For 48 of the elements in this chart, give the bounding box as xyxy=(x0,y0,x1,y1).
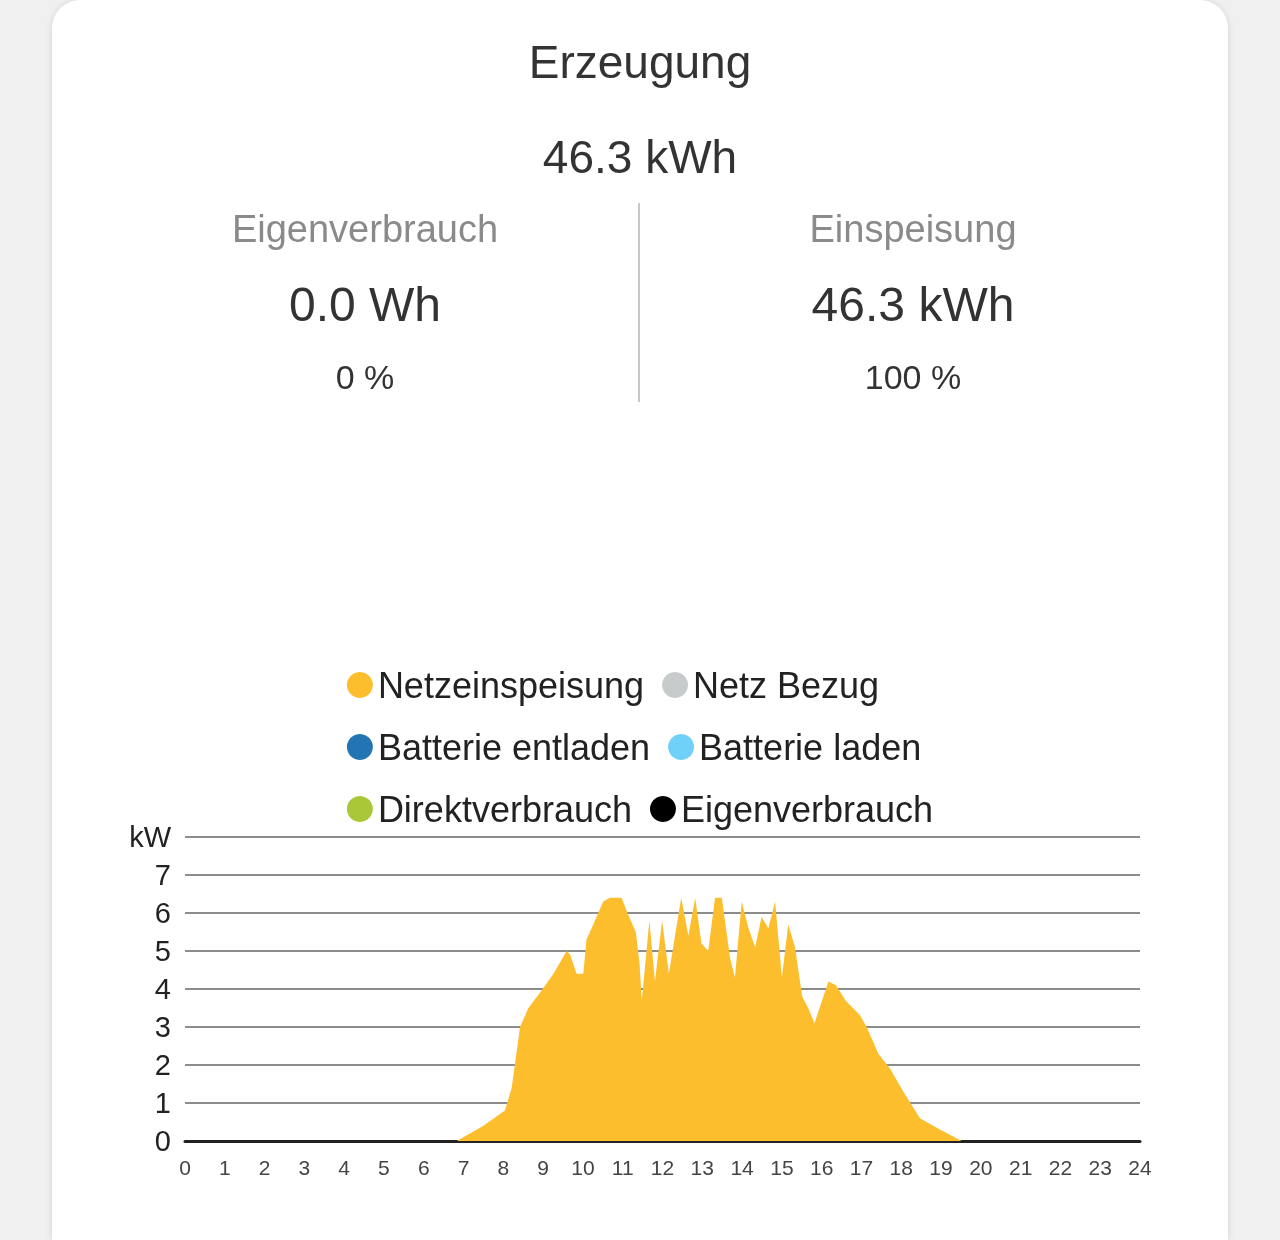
x-tick-label: 3 xyxy=(298,1156,311,1179)
text: Eigenverbrauch xyxy=(231,208,499,251)
legend-label: Eigenverbrauch xyxy=(680,788,934,830)
y-tick-label: 6 xyxy=(154,897,171,929)
x-tick-label: 12 xyxy=(650,1156,675,1179)
x-tick-label: 9 xyxy=(537,1156,549,1179)
y-tick-label: 0 xyxy=(154,1125,171,1157)
chart-title: Erzeugung xyxy=(528,35,752,88)
y-tick-label: 1 xyxy=(154,1087,171,1119)
text: 46.3 kWh xyxy=(811,277,1015,332)
x-tick-label: 23 xyxy=(1088,1156,1112,1179)
x-tick-label: 16 xyxy=(809,1156,834,1179)
x-tick-label: 11 xyxy=(611,1156,634,1179)
x-tick-label: 20 xyxy=(969,1156,993,1179)
x-tick-label: 6 xyxy=(417,1156,430,1179)
x-tick-label: 5 xyxy=(378,1156,390,1179)
x-tick-label: 1 xyxy=(218,1156,231,1179)
y-tick-label: 2 xyxy=(154,1049,171,1081)
x-tick-label: 19 xyxy=(929,1156,953,1179)
y-tick-label: 7 xyxy=(154,859,171,891)
x-tick-label: 7 xyxy=(457,1156,470,1179)
legend-label: Direktverbrauch xyxy=(377,788,632,830)
x-tick-label: 21 xyxy=(1008,1156,1033,1179)
x-tick-label: 18 xyxy=(889,1156,913,1179)
x-tick-label: 24 xyxy=(1128,1156,1152,1179)
text: 100 % xyxy=(864,358,962,397)
x-tick-label: 2 xyxy=(258,1156,271,1179)
y-tick-label: 5 xyxy=(154,935,171,967)
x-tick-label: 15 xyxy=(770,1156,794,1179)
text: 0.0 Wh xyxy=(288,277,442,332)
legend-label: Batterie entladen xyxy=(377,726,651,768)
x-tick-label: 10 xyxy=(571,1156,595,1179)
text: Einspeisung xyxy=(809,208,1017,251)
y-tick-label: kW xyxy=(129,821,172,853)
x-tick-label: 14 xyxy=(730,1156,755,1179)
x-tick-label: 22 xyxy=(1048,1156,1073,1179)
legend-label: Netz Bezug xyxy=(693,664,880,706)
y-tick-label: 3 xyxy=(154,1011,171,1043)
chart-subtitle: 46.3 kWh xyxy=(542,130,738,183)
y-tick-label: 4 xyxy=(154,973,171,1005)
text: 0 % xyxy=(335,358,395,397)
x-tick-label: 0 xyxy=(179,1156,191,1179)
x-tick-label: 8 xyxy=(497,1156,510,1179)
x-tick-label: 17 xyxy=(849,1156,874,1179)
x-tick-label: 4 xyxy=(338,1156,351,1179)
x-tick-label: 13 xyxy=(690,1156,714,1179)
legend-label: Netzeinspeisung xyxy=(377,664,645,706)
legend-label: Batterie laden xyxy=(699,726,922,768)
